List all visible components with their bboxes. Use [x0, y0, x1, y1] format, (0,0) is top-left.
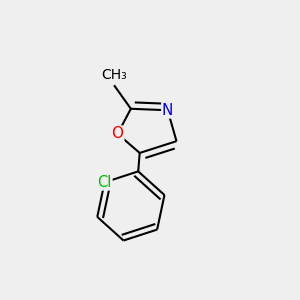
Text: O: O	[112, 126, 124, 141]
Text: CH₃: CH₃	[101, 68, 127, 82]
Text: N: N	[162, 103, 173, 118]
Text: Cl: Cl	[98, 175, 112, 190]
